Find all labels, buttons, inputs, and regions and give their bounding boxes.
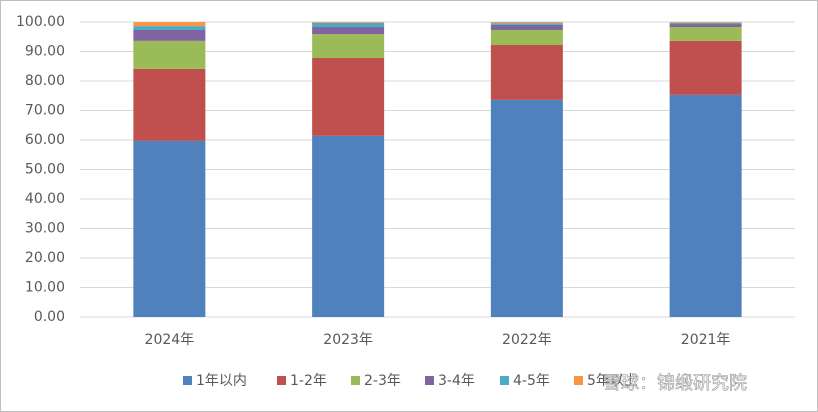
y-tick-label: 70.00 bbox=[25, 103, 65, 119]
legend-swatch bbox=[425, 376, 434, 385]
bar-segment bbox=[669, 22, 742, 23]
legend-label: 5年以上 bbox=[587, 373, 638, 389]
x-tick-label: 2023年 bbox=[323, 332, 373, 348]
y-tick-label: 40.00 bbox=[25, 191, 65, 207]
bar-segment bbox=[490, 45, 563, 100]
legend-swatch bbox=[183, 376, 192, 385]
legend-label: 3-4年 bbox=[438, 373, 475, 389]
bar-segment bbox=[312, 22, 385, 28]
y-tick-label: 20.00 bbox=[25, 250, 65, 266]
bar-segment bbox=[133, 29, 206, 41]
legend-swatch bbox=[351, 376, 360, 385]
bar-segment bbox=[490, 22, 563, 24]
bar-segment bbox=[669, 94, 742, 318]
bar-segment bbox=[490, 23, 563, 25]
bar-segment bbox=[312, 27, 385, 35]
watermark: 雪球：锦缎研究院 bbox=[603, 373, 747, 394]
legend-swatch bbox=[574, 376, 583, 385]
legend-label: 1-2年 bbox=[290, 373, 327, 389]
bar-segment bbox=[490, 99, 563, 317]
bar-segment bbox=[133, 22, 206, 27]
x-tick-label: 2022年 bbox=[502, 332, 552, 348]
legend-label: 1年以内 bbox=[196, 373, 247, 389]
y-tick-label: 80.00 bbox=[25, 73, 65, 89]
bar-segment bbox=[133, 26, 206, 30]
y-tick-label: 60.00 bbox=[25, 132, 65, 148]
bar-segment bbox=[312, 22, 385, 23]
bar-segment bbox=[312, 57, 385, 136]
bar-segment bbox=[490, 24, 563, 30]
bar-segment bbox=[669, 27, 742, 41]
y-tick-label: 10.00 bbox=[25, 280, 65, 296]
bar-segment bbox=[669, 24, 742, 28]
bar-segment bbox=[490, 29, 563, 46]
x-tick-label: 2024年 bbox=[145, 332, 195, 348]
bar-segment bbox=[133, 68, 206, 141]
legend-label: 4-5年 bbox=[513, 373, 550, 389]
bar-segment bbox=[133, 40, 206, 69]
bar-segment bbox=[312, 34, 385, 58]
y-tick-label: 50.00 bbox=[25, 162, 65, 178]
y-tick-label: 30.00 bbox=[25, 221, 65, 237]
x-tick-label: 2021年 bbox=[681, 332, 731, 348]
legend-swatch bbox=[500, 376, 509, 385]
y-tick-label: 90.00 bbox=[25, 44, 65, 60]
legend-label: 2-3年 bbox=[364, 373, 401, 389]
bar-segment bbox=[669, 40, 742, 95]
legend-swatch bbox=[277, 376, 286, 385]
y-tick-label: 100.00 bbox=[16, 14, 65, 30]
bar-segment bbox=[312, 135, 385, 317]
bar-segment bbox=[669, 22, 742, 25]
y-tick-label: 0.00 bbox=[34, 309, 65, 325]
bar-segment bbox=[133, 140, 206, 317]
